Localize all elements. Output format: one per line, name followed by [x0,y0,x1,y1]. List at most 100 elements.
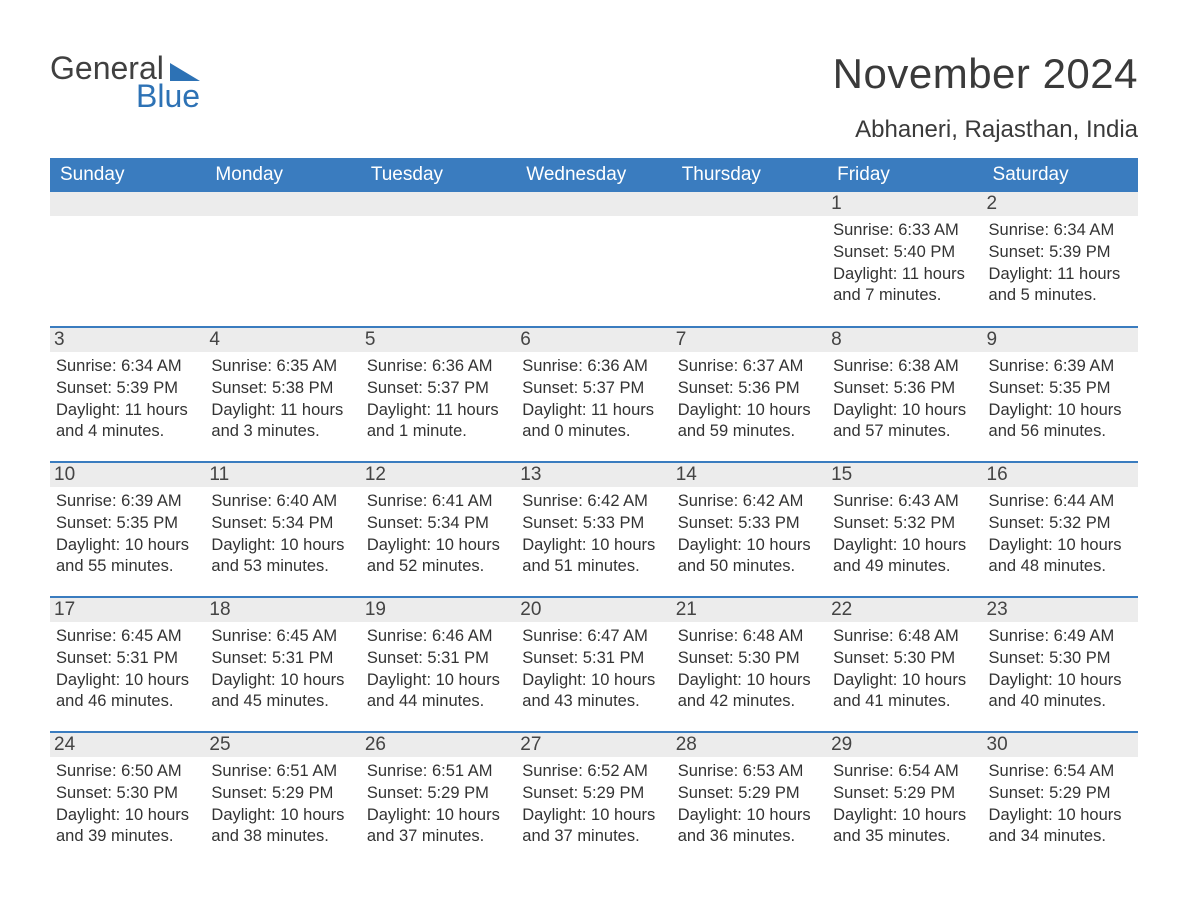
day-number: 5 [361,328,516,352]
calendar-day-cell: 18 Sunrise: 6:45 AMSunset: 5:31 PMDayligh… [205,597,360,732]
sunset-line: Sunset: 5:31 PM [211,648,354,670]
day-number: 24 [50,733,205,757]
sunset-line: Sunset: 5:30 PM [833,648,976,670]
daylight-line: Daylight: 10 hours and 38 minutes. [211,805,354,849]
sunset-line: Sunset: 5:36 PM [833,378,976,400]
sunset-line: Sunset: 5:30 PM [678,648,821,670]
sunset-line: Sunset: 5:38 PM [211,378,354,400]
day-number [516,192,671,216]
day-number: 6 [516,328,671,352]
daylight-line: Daylight: 10 hours and 56 minutes. [989,400,1132,444]
calendar-day-cell [516,192,671,327]
location: Abhaneri, Rajasthan, India [833,116,1138,144]
daylight-line: Daylight: 10 hours and 59 minutes. [678,400,821,444]
day-details: Sunrise: 6:36 AMSunset: 5:37 PMDaylight:… [522,356,665,443]
calendar-day-cell: 20Sunrise: 6:47 AMSunset: 5:31 PMDayligh… [516,597,671,732]
sunrise-line: Sunrise: 6:46 AM [367,626,510,648]
sunrise-line: Sunrise: 6:54 AM [833,761,976,783]
sunrise-line: Sunrise: 6:51 AM [367,761,510,783]
calendar-day-cell: 23Sunrise: 6:49 AMSunset: 5:30 PMDayligh… [983,597,1138,732]
day-details: Sunrise: 6:52 AMSunset: 5:29 PMDaylight:… [522,761,665,848]
day-number: 14 [672,463,827,487]
sunrise-line: Sunrise: 6:36 AM [522,356,665,378]
calendar-day-cell: 17Sunrise: 6:45 AMSunset: 5:31 PMDayligh… [50,597,205,732]
calendar-week-row: 3Sunrise: 6:34 AMSunset: 5:39 PMDaylight… [50,327,1138,462]
day-details: Sunrise: 6:34 AMSunset: 5:39 PMDaylight:… [989,220,1132,307]
daylight-line: Daylight: 10 hours and 45 minutes. [211,670,354,714]
weekday-header: Tuesday [361,158,516,192]
calendar-day-cell: 13 Sunrise: 6:42 AMSunset: 5:33 PMDayligh… [516,462,671,597]
day-details: Sunrise: 6:43 AMSunset: 5:32 PMDaylight:… [833,491,976,578]
sunset-line: Sunset: 5:29 PM [833,783,976,805]
calendar-day-cell: 1Sunrise: 6:33 AMSunset: 5:40 PMDaylight… [827,192,982,327]
daylight-line: Daylight: 10 hours and 37 minutes. [367,805,510,849]
brand-word-2: Blue [136,80,200,112]
daylight-line: Daylight: 10 hours and 40 minutes. [989,670,1132,714]
day-number [205,192,360,216]
day-number: 7 [672,328,827,352]
day-number: 13 [516,463,671,487]
day-number: 26 [361,733,516,757]
daylight-line: Daylight: 10 hours and 35 minutes. [833,805,976,849]
daylight-line: Daylight: 10 hours and 39 minutes. [56,805,199,849]
sunrise-line: Sunrise: 6:42 AM [522,491,665,513]
calendar-day-cell: 24Sunrise: 6:50 AMSunset: 5:30 PMDayligh… [50,732,205,867]
calendar-day-cell: 30Sunrise: 6:54 AMSunset: 5:29 PMDayligh… [983,732,1138,867]
day-number: 29 [827,733,982,757]
day-details: Sunrise: 6:46 AMSunset: 5:31 PMDaylight:… [367,626,510,713]
daylight-line: Daylight: 11 hours and 3 minutes. [211,400,354,444]
calendar-day-cell: 9 Sunrise: 6:39 AMSunset: 5:35 PMDaylight… [983,327,1138,462]
sunset-line: Sunset: 5:32 PM [989,513,1132,535]
sunrise-line: Sunrise: 6:41 AM [367,491,510,513]
daylight-line: Daylight: 10 hours and 36 minutes. [678,805,821,849]
calendar-day-cell [50,192,205,327]
sunset-line: Sunset: 5:39 PM [989,242,1132,264]
daylight-line: Daylight: 10 hours and 42 minutes. [678,670,821,714]
day-number: 11 [205,463,360,487]
header: General Blue November 2024 Abhaneri, Raj… [50,50,1138,144]
sunset-line: Sunset: 5:33 PM [522,513,665,535]
day-number: 27 [516,733,671,757]
day-details: Sunrise: 6:42 AMSunset: 5:33 PMDaylight:… [678,491,821,578]
sunrise-line: Sunrise: 6:45 AM [211,626,354,648]
day-details: Sunrise: 6:54 AMSunset: 5:29 PMDaylight:… [989,761,1132,848]
calendar-day-cell: 29 Sunrise: 6:54 AMSunset: 5:29 PMDayligh… [827,732,982,867]
sunrise-line: Sunrise: 6:50 AM [56,761,199,783]
calendar-day-cell: 25Sunrise: 6:51 AMSunset: 5:29 PMDayligh… [205,732,360,867]
calendar-table: SundayMondayTuesdayWednesdayThursdayFrid… [50,158,1138,867]
sunset-line: Sunset: 5:29 PM [678,783,821,805]
calendar-week-row: 24Sunrise: 6:50 AMSunset: 5:30 PMDayligh… [50,732,1138,867]
sunset-line: Sunset: 5:29 PM [989,783,1132,805]
title-block: November 2024 Abhaneri, Rajasthan, India [833,50,1138,144]
daylight-line: Daylight: 10 hours and 46 minutes. [56,670,199,714]
day-number: 1 [827,192,982,216]
daylight-line: Daylight: 10 hours and 34 minutes. [989,805,1132,849]
daylight-line: Daylight: 11 hours and 0 minutes. [522,400,665,444]
sunset-line: Sunset: 5:34 PM [211,513,354,535]
day-number: 18 [205,598,360,622]
day-details: Sunrise: 6:51 AMSunset: 5:29 PMDaylight:… [211,761,354,848]
day-number [50,192,205,216]
day-details: Sunrise: 6:39 AMSunset: 5:35 PMDaylight:… [56,491,199,578]
day-number: 20 [516,598,671,622]
calendar-day-cell: 3Sunrise: 6:34 AMSunset: 5:39 PMDaylight… [50,327,205,462]
sunrise-line: Sunrise: 6:48 AM [678,626,821,648]
day-details: Sunrise: 6:39 AMSunset: 5:35 PMDaylight:… [989,356,1132,443]
daylight-line: Daylight: 10 hours and 57 minutes. [833,400,976,444]
day-number: 28 [672,733,827,757]
day-details: Sunrise: 6:42 AMSunset: 5:33 PMDaylight:… [522,491,665,578]
calendar-day-cell: 10Sunrise: 6:39 AMSunset: 5:35 PMDayligh… [50,462,205,597]
calendar-day-cell: 26Sunrise: 6:51 AMSunset: 5:29 PMDayligh… [361,732,516,867]
sunrise-line: Sunrise: 6:51 AM [211,761,354,783]
day-details: Sunrise: 6:45 AMSunset: 5:31 PMDaylight:… [211,626,354,713]
day-number: 23 [983,598,1138,622]
month-title: November 2024 [833,50,1138,98]
day-details: Sunrise: 6:38 AMSunset: 5:36 PMDaylight:… [833,356,976,443]
weekday-header: Monday [205,158,360,192]
sunrise-line: Sunrise: 6:39 AM [56,491,199,513]
daylight-line: Daylight: 10 hours and 53 minutes. [211,535,354,579]
daylight-line: Daylight: 10 hours and 43 minutes. [522,670,665,714]
day-number: 9 [983,328,1138,352]
sunset-line: Sunset: 5:39 PM [56,378,199,400]
daylight-line: Daylight: 10 hours and 49 minutes. [833,535,976,579]
